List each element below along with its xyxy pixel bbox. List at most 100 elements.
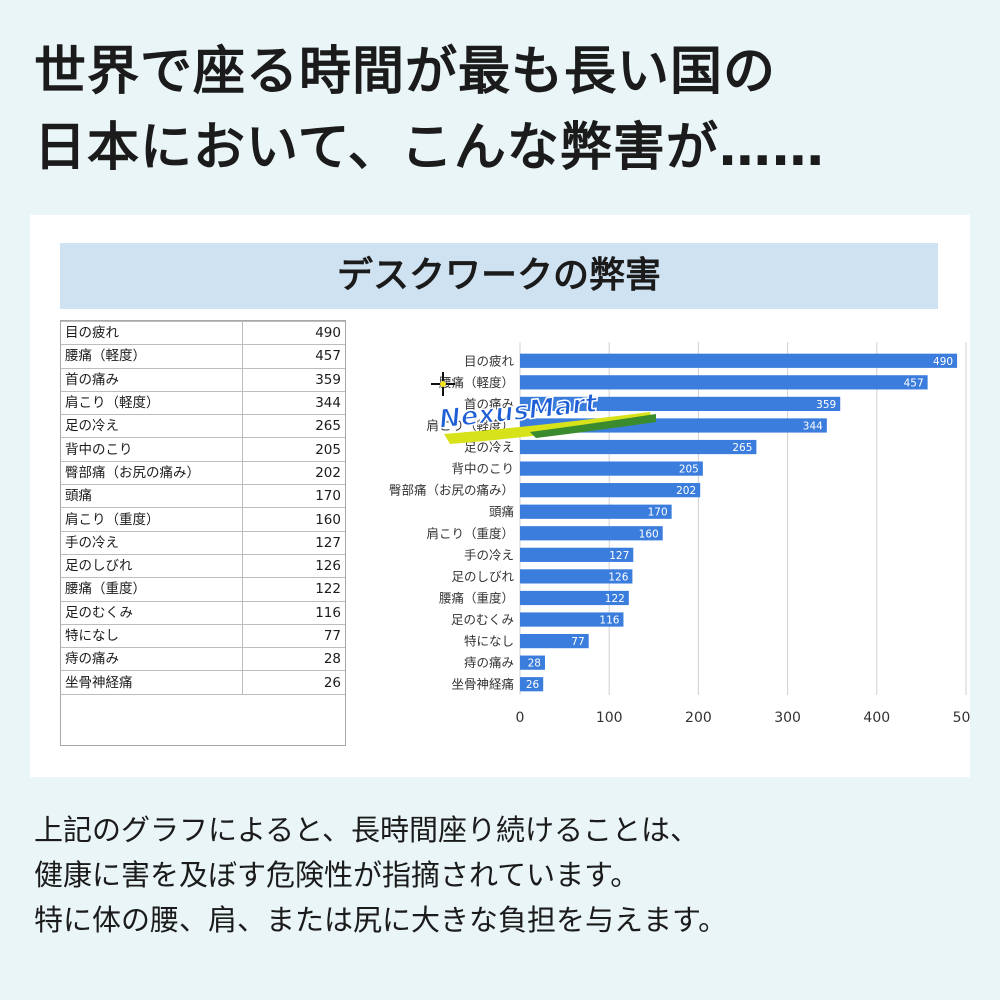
x-tick-label: 0 [516, 710, 525, 726]
data-label: 122 [605, 593, 625, 605]
data-label: 202 [676, 485, 696, 497]
bar [520, 353, 958, 368]
table-cell-value: 122 [242, 577, 345, 602]
bar [520, 612, 624, 627]
bar [520, 483, 701, 498]
table-row: 痔の痛み 28 [61, 647, 345, 672]
bar [520, 547, 634, 562]
table-cell-value: 126 [242, 553, 345, 579]
table-cell-value: 127 [242, 530, 345, 555]
table-cell-name: 手の冷え [61, 530, 243, 555]
footer-line-2: 健康に害を及ぼす危険性が指摘されています。 [34, 858, 640, 892]
table-cell-name: 肩こり（軽度） [61, 390, 243, 416]
table-cell-name: 腰痛（軽度） [61, 344, 243, 369]
bar [520, 439, 757, 455]
table-cell-value: 205 [242, 437, 345, 462]
bar [520, 526, 663, 541]
table-row: 腰痛（軽度） 457 [61, 344, 345, 369]
data-label: 457 [904, 377, 924, 389]
category-label: 特になし [464, 634, 514, 649]
category-label: 首の痛み [464, 396, 514, 411]
table-cell-name: 坐骨神経痛 [61, 670, 243, 695]
table-cell-name: 特になし [61, 623, 243, 649]
panel-title: デスクワークの弊害 [60, 243, 938, 309]
table-cell-value: 359 [242, 367, 345, 392]
headline: 世界で座る時間が最も長い国の 日本において、こんな弊害が…… [34, 34, 974, 186]
table-cell-name: 肩こり（重度） [61, 507, 243, 532]
category-label: 手の冷え [464, 547, 514, 562]
data-label: 265 [732, 442, 752, 454]
table-row: 足のむくみ 116 [61, 600, 345, 625]
data-table: 目の疲れ 490 腰痛（軽度） 457 首の痛み 359 肩こり（軽度） 344 足の冷え 265… [60, 320, 346, 746]
category-label: 足のむくみ [451, 612, 514, 627]
bar [520, 375, 928, 390]
table-row: 足のしびれ 126 [61, 553, 345, 579]
data-label: 205 [679, 464, 699, 476]
data-label: 170 [648, 507, 668, 519]
data-label: 116 [599, 615, 619, 627]
data-label: 160 [639, 528, 659, 540]
table-row: 肩こり（軽度） 344 [61, 390, 345, 416]
bar [520, 461, 703, 476]
data-label: 127 [609, 550, 629, 562]
footer-line-1: 上記のグラフによると、長時間座り続けることは、 [34, 813, 699, 847]
table-cell-value: 160 [242, 507, 345, 532]
category-label: 痔の痛み [464, 655, 514, 670]
table-cell-name: 臀部痛（お尻の痛み） [61, 460, 243, 486]
bar [520, 569, 633, 584]
table-cell-name: 頭痛 [61, 484, 243, 509]
bar [520, 677, 544, 692]
category-label: 足のしびれ [451, 569, 514, 584]
category-label: 臀部痛（お尻の痛み） [389, 483, 514, 498]
category-label: 足の冷え [464, 440, 514, 455]
table-cell-name: 足のむくみ [61, 600, 243, 625]
data-label: 26 [526, 679, 540, 691]
category-label: 頭痛 [489, 504, 514, 519]
table-cell-name: 痔の痛み [61, 647, 243, 672]
footer-line-3: 特に体の腰、肩、または尻に大きな負担を与えます。 [34, 903, 728, 937]
category-label: 肩こり（重度） [426, 526, 514, 541]
data-table-grid: 目の疲れ 490 腰痛（軽度） 457 首の痛み 359 肩こり（軽度） 344 足の冷え 265… [61, 320, 345, 695]
table-cell-value: 116 [242, 600, 345, 625]
table-row: 臀部痛（お尻の痛み） 202 [61, 460, 345, 486]
table-cell-name: 足のしびれ [61, 553, 243, 579]
bar-chart: 0 100 200 300 400 500 目の疲れ 490 腰痛（軽度） 457 首の痛み 359 肩… [340, 330, 979, 730]
table-cell-value: 77 [242, 623, 345, 649]
category-label: 目の疲れ [464, 353, 515, 368]
category-label: 腰痛（軽度） [439, 375, 514, 390]
category-label: 肩こり（軽度） [426, 418, 514, 433]
data-label: 28 [528, 658, 541, 670]
data-label: 359 [816, 399, 836, 411]
table-cell-name: 目の疲れ [61, 320, 243, 346]
watermark-swoosh-dark [530, 414, 656, 438]
table-row: 首の痛み 359 [61, 367, 345, 392]
category-label: 坐骨神経痛 [451, 677, 514, 692]
x-tick-label: 100 [596, 710, 623, 726]
data-label: 344 [803, 420, 823, 432]
table-row: 坐骨神経痛 26 [61, 670, 345, 695]
table-row: 目の疲れ 490 [61, 320, 345, 346]
data-table-body: 目の疲れ 490 腰痛（軽度） 457 首の痛み 359 肩こり（軽度） 344 足の冷え 265… [61, 320, 345, 695]
table-cell-value: 457 [242, 344, 345, 369]
category-label: 背中のこり [451, 461, 514, 476]
bar [520, 633, 589, 649]
table-cell-value: 26 [242, 670, 345, 695]
chart-panel: デスクワークの弊害 目の疲れ 490 腰痛（軽度） 457 首の痛み 359 肩こり（軽度）… [30, 215, 979, 777]
table-row: 頭痛 170 [61, 484, 345, 509]
table-row: 手の冷え 127 [61, 530, 345, 555]
table-row: 特になし 77 [61, 623, 345, 649]
x-tick-label: 500 [953, 710, 970, 726]
x-tick-label: 300 [774, 710, 801, 726]
table-cell-value: 490 [242, 320, 345, 346]
table-cell-value: 202 [242, 460, 345, 486]
table-cell-value: 170 [242, 484, 345, 509]
table-cell-name: 足の冷え [61, 414, 243, 439]
bar [520, 396, 841, 412]
bar-chart-svg: 0 100 200 300 400 500 目の疲れ 490 腰痛（軽度） 457 首の痛み 359 肩… [389, 342, 979, 726]
table-cell-name: 背中のこり [61, 437, 243, 462]
table-cell-name: 首の痛み [61, 367, 243, 392]
table-row: 肩こり（重度） 160 [61, 507, 345, 532]
table-row: 背中のこり 205 [61, 437, 345, 462]
headline-line-2: 日本において、こんな弊害が…… [34, 118, 825, 178]
headline-line-1: 世界で座る時間が最も長い国の [34, 42, 777, 102]
